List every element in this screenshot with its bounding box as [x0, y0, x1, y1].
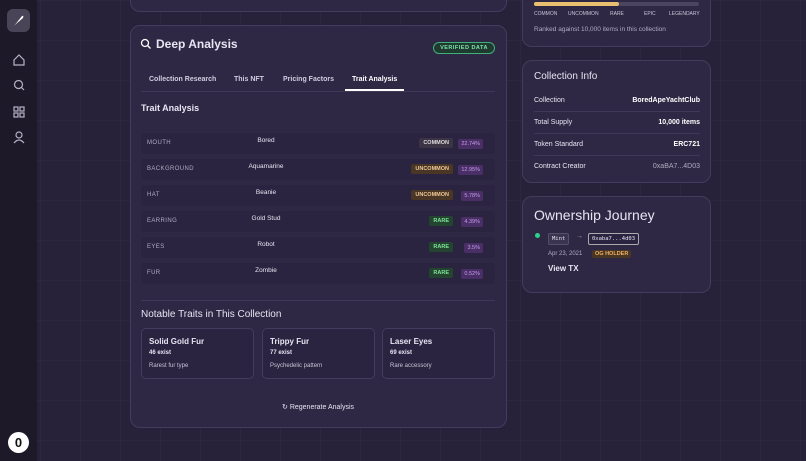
- card-name: Laser Eyes: [390, 337, 433, 346]
- address-tag: 0xaba7...4d03: [588, 233, 640, 245]
- divider: [141, 91, 495, 92]
- rarity-badge: RARE: [429, 268, 453, 278]
- avatar[interactable]: 0: [8, 432, 29, 453]
- info-value: ERC721: [673, 141, 700, 148]
- info-value: 10,000 items: [658, 119, 700, 126]
- sidebar: 0: [0, 0, 37, 461]
- analysis-icon: [140, 38, 151, 49]
- trait-percent: 22.74%: [458, 139, 483, 149]
- card-title: Collection Info: [534, 71, 598, 82]
- card-name: Trippy Fur: [270, 337, 310, 346]
- trait-value: Aquamarine: [248, 163, 284, 170]
- divider: [534, 133, 700, 134]
- trait-percent: 4.39%: [461, 217, 483, 227]
- trait-row: BACKGROUND Aquamarine 12.95% UNCOMMON: [141, 159, 495, 180]
- trait-row: FUR Zombie 0.52% RARE: [141, 263, 495, 284]
- rarity-caption: Ranked against 10,000 items in this coll…: [534, 26, 666, 33]
- card-count: 77 exist: [270, 350, 293, 356]
- trait-card: Laser Eyes 69 exist Rare accessory: [382, 328, 495, 379]
- event-date: Apr 23, 2021: [548, 251, 583, 257]
- view-tx-link[interactable]: View TX: [548, 264, 579, 273]
- verified-badge: VERIFIED DATA: [433, 42, 495, 54]
- info-label: Token Standard: [534, 141, 584, 148]
- card-count: 69 exist: [390, 350, 413, 356]
- trait-percent: 12.95%: [458, 165, 483, 175]
- info-value: 0xaBA7...4D03: [652, 163, 700, 170]
- rarity-badge: UNCOMMON: [411, 164, 453, 174]
- trait-row: MOUTH Bored 22.74% COMMON: [141, 133, 495, 154]
- arrow: →: [576, 233, 583, 240]
- card-title: Ownership Journey: [534, 207, 655, 223]
- card-count: 46 exist: [149, 350, 172, 356]
- trait-percent: 3.5%: [464, 243, 483, 253]
- logo-icon: [14, 15, 24, 26]
- info-label: Total Supply: [534, 119, 573, 126]
- trait-name: FUR: [147, 270, 161, 276]
- rarity-level: UNCOMMON: [568, 11, 599, 17]
- nav-icons[interactable]: [12, 53, 26, 145]
- rarity-level: RARE: [610, 11, 624, 17]
- event-dot: [535, 233, 540, 238]
- divider: [141, 300, 495, 301]
- tab[interactable]: Pricing Factors: [283, 76, 334, 83]
- rarity-badge: RARE: [429, 242, 453, 252]
- rarity-badge: UNCOMMON: [411, 190, 453, 200]
- tab[interactable]: Collection Research: [149, 76, 217, 83]
- button-label: Regenerate Analysis: [289, 404, 355, 411]
- tab[interactable]: Trait Analysis: [352, 76, 398, 83]
- trait-percent: 5.78%: [461, 191, 483, 201]
- trait-value: Robot: [257, 241, 275, 248]
- trait-name: EARRING: [147, 218, 178, 224]
- divider: [534, 111, 700, 112]
- divider: [534, 155, 700, 156]
- info-label: Collection: [534, 97, 565, 104]
- subsection-title: Notable Traits in This Collection: [141, 309, 282, 320]
- tab-underline: [345, 89, 404, 91]
- trait-value: Beanie: [255, 189, 277, 196]
- tab[interactable]: This NFT: [234, 76, 264, 83]
- collection-info-card: [522, 60, 711, 183]
- card-note: Rarest fur type: [149, 363, 189, 369]
- trait-name: EYES: [147, 244, 165, 250]
- holder-badge: OG HOLDER: [592, 250, 632, 258]
- rarity-card: [522, 0, 711, 47]
- regenerate-button[interactable]: ↻ Regenerate Analysis: [282, 404, 355, 411]
- rarity-level: EPIC: [644, 11, 656, 17]
- info-value: BoredApeYachtClub: [632, 97, 700, 104]
- card-name: Solid Gold Fur: [149, 337, 205, 346]
- trait-row: EARRING Gold Stud 4.39% RARE: [141, 211, 495, 232]
- section-title: Deep Analysis: [156, 37, 238, 51]
- rarity-badge: RARE: [429, 216, 453, 226]
- subsection-title: Trait Analysis: [141, 103, 200, 113]
- trait-name: BACKGROUND: [147, 166, 195, 172]
- trait-card: Solid Gold Fur 46 exist Rarest fur type: [141, 328, 254, 379]
- trait-value: Bored: [257, 137, 275, 144]
- trait-percent: 0.52%: [461, 269, 483, 279]
- trait-row: HAT Beanie 5.78% UNCOMMON: [141, 185, 495, 206]
- rarity-level: COMMON: [534, 11, 558, 17]
- card-note: Rare accessory: [390, 363, 432, 369]
- logo[interactable]: [7, 9, 30, 32]
- trait-name: HAT: [147, 192, 160, 198]
- trait-value: Zombie: [255, 267, 277, 274]
- rarity-badge: COMMON: [419, 138, 453, 148]
- rarity-level: LEGENDARY: [669, 11, 700, 17]
- trait-name: MOUTH: [147, 140, 171, 146]
- trait-row: EYES Robot 3.5% RARE: [141, 237, 495, 258]
- card-note: Psychedelic pattern: [270, 363, 323, 369]
- event-tag: Mint: [548, 233, 570, 245]
- trait-card: Trippy Fur 77 exist Psychedelic pattern: [262, 328, 375, 379]
- info-label: Contract Creator: [534, 163, 586, 170]
- rarity-bar: [534, 2, 699, 6]
- top-card: [130, 0, 507, 12]
- trait-value: Gold Stud: [251, 215, 281, 222]
